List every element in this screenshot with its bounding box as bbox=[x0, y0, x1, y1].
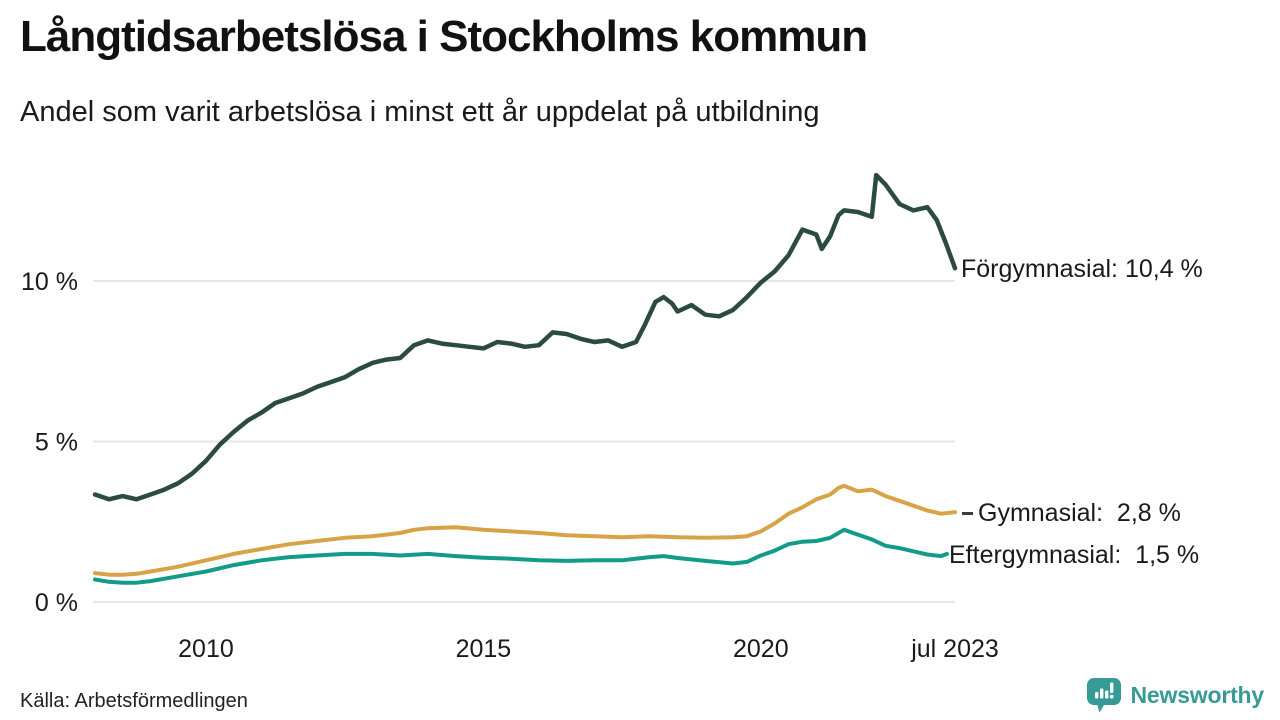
series-label-eftergymnasial: Eftergymnasial: 1,5 % bbox=[949, 541, 1200, 569]
logo-bar-1 bbox=[1094, 692, 1098, 699]
gymnasial-leader-dash-icon bbox=[962, 512, 973, 515]
y-tick-label-10: 10 % bbox=[21, 268, 78, 296]
series-label-forgymnasial: Förgymnasial: 10,4 % bbox=[961, 255, 1203, 283]
y-tick-label-0: 0 % bbox=[35, 589, 78, 617]
logo-bubble-shape bbox=[1086, 678, 1121, 713]
logo-exclamation-bar bbox=[1109, 682, 1113, 693]
y-tick-label-5: 5 % bbox=[35, 429, 78, 457]
newsworthy-logo-icon bbox=[1086, 678, 1121, 713]
series-label-gymnasial: Gymnasial: 2,8 % bbox=[978, 499, 1181, 527]
line-eftergymnasial bbox=[93, 527, 949, 585]
x-tick-label-1: 2015 bbox=[456, 635, 512, 663]
brand-name: Newsworthy bbox=[1130, 681, 1265, 708]
source-note: Källa: Arbetsförmedlingen bbox=[20, 690, 248, 712]
x-tick-label-2: 2020 bbox=[733, 635, 789, 663]
logo-bar-3 bbox=[1104, 690, 1108, 699]
brand-lockup: Newsworthy bbox=[1086, 676, 1264, 714]
line-forgymnasial bbox=[92, 172, 958, 502]
logo-exclamation-dot bbox=[1109, 694, 1114, 699]
page-title: Långtidsarbetslösa i Stockholms kommun bbox=[20, 12, 868, 61]
x-tick-label-0: 2010 bbox=[178, 635, 234, 663]
x-tick-label-3: jul 2023 bbox=[910, 635, 999, 663]
line-gymnasial bbox=[93, 483, 957, 577]
logo-bar-2 bbox=[1099, 688, 1103, 699]
page-subtitle: Andel som varit arbetslösa i minst ett å… bbox=[20, 96, 820, 128]
